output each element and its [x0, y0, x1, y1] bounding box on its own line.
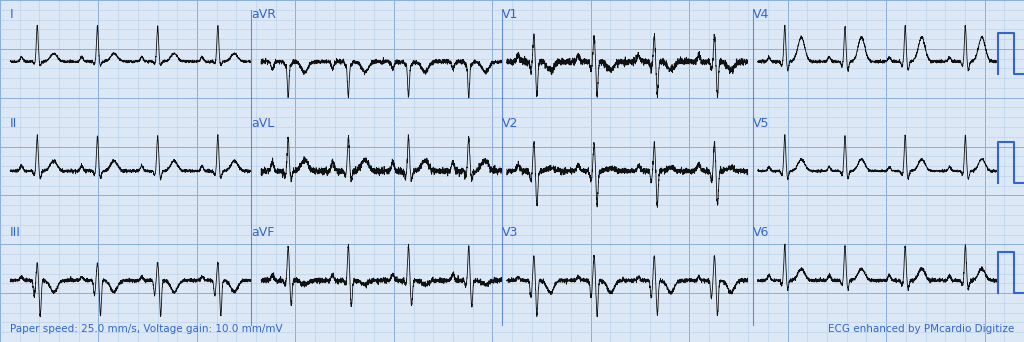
- Text: I: I: [10, 8, 14, 21]
- Text: II: II: [10, 117, 17, 130]
- Text: Paper speed: 25.0 mm/s, Voltage gain: 10.0 mm/mV: Paper speed: 25.0 mm/s, Voltage gain: 10…: [10, 325, 283, 334]
- Text: aVF: aVF: [251, 226, 274, 239]
- Text: V2: V2: [502, 117, 518, 130]
- Text: V6: V6: [753, 226, 769, 239]
- Text: V4: V4: [753, 8, 769, 21]
- Text: V1: V1: [502, 8, 518, 21]
- Text: ECG enhanced by PMcardio Digitize: ECG enhanced by PMcardio Digitize: [827, 325, 1014, 334]
- Text: aVR: aVR: [251, 8, 275, 21]
- Text: V3: V3: [502, 226, 518, 239]
- Text: V5: V5: [753, 117, 769, 130]
- Text: aVL: aVL: [251, 117, 274, 130]
- Text: III: III: [10, 226, 22, 239]
